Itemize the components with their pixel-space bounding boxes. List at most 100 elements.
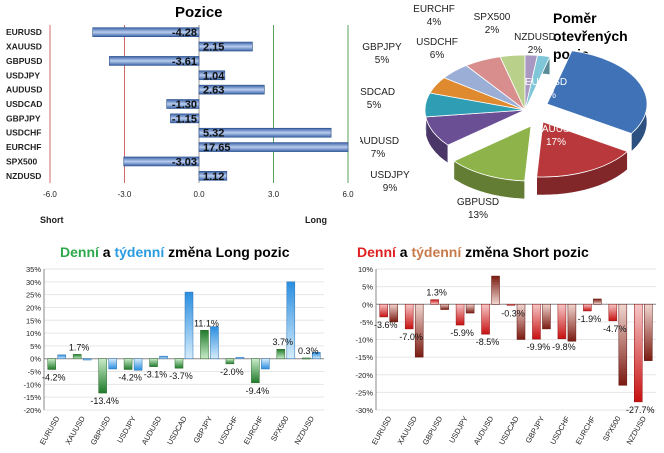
x-tick-label-gbpusd: GBPUSD [421, 414, 445, 446]
pie-label-spx500: SPX500 2% [474, 12, 511, 36]
x-tick-label-usdcad: USDCAD [497, 414, 521, 446]
x-tick-label-xauusd: XAUUSD [395, 414, 419, 446]
category-label-xauusd: XAUUSD [6, 42, 42, 52]
bar-gbpusd [109, 56, 200, 66]
pie-label-nzdusd: NZDUSD 2% [514, 32, 556, 56]
x-tick-label: 6.0 [342, 190, 354, 199]
pie-label-name: USDJPY [370, 170, 410, 181]
bar-weekly-usdcad [516, 304, 526, 340]
y-tick-label: -15% [23, 393, 41, 402]
x-tick-label-spx500: SPX500 [269, 415, 291, 443]
data-label-nzdusd: -27.7% [626, 405, 655, 415]
bar-daily-spx500 [276, 348, 286, 359]
x-tick-label-usdchf: USDCHF [216, 414, 240, 446]
short-title-daily: Denní [357, 244, 396, 260]
value-label-eurchf: 17.65 [203, 142, 231, 154]
long-title-daily: Denní [60, 244, 99, 260]
bar-audusd [198, 84, 265, 95]
x-tick-label-gbpjpy: GBPJPY [192, 415, 215, 445]
y-tick-label: 5% [362, 283, 373, 292]
pie-label-value: 2% [528, 45, 543, 56]
bar-daily-usdjpy [455, 304, 465, 326]
pie-label-name: SPX500 [474, 12, 511, 23]
data-label-spx500: -4.7% [603, 324, 627, 334]
bar-daily-nzdusd [634, 304, 643, 403]
y-tick-label: 10% [358, 265, 373, 274]
bar-weekly-audusd [491, 275, 500, 305]
bar-daily-usdchf [225, 358, 235, 365]
bar-weekly-eurchf [261, 358, 270, 370]
data-label-xauusd: -7.0% [399, 332, 423, 342]
bar-daily-usdcad [506, 304, 516, 306]
pie-slice-nzdusd [524, 54, 551, 111]
data-label-usdchf: -9.8% [552, 342, 576, 352]
bar-weekly-usdchf [235, 357, 245, 359]
data-label-usdcad: -0.3% [501, 308, 525, 318]
y-tick-label: -20% [355, 371, 373, 380]
value-label-xauusd: 2.15 [203, 42, 224, 54]
category-label-usdcad: USDCAD [6, 99, 42, 109]
x-tick-label-usdcad: USDCAD [165, 414, 189, 446]
x-tick-label-audusd: AUDUSD [472, 414, 496, 446]
value-label-gbpusd: -3.61 [172, 56, 197, 68]
y-tick-label: -20% [23, 406, 41, 415]
pie-label-usdchf: USDCHF 6% [416, 37, 458, 61]
data-label-gbpjpy: 11.1% [194, 318, 219, 328]
y-tick-label: 0% [30, 355, 41, 364]
bar-weekly-xauusd [82, 358, 92, 361]
data-label-usdjpy: -4.2% [118, 372, 142, 382]
short-change-title: Denní a týdenní změna Short pozic [357, 244, 589, 260]
pie-label-value: 30% [536, 90, 556, 101]
category-label-eurchf: EURCHF [6, 142, 41, 152]
pie-label-value: 7% [371, 149, 386, 160]
y-tick-label: 10% [26, 329, 41, 338]
data-label-eurchf: -1.9% [578, 314, 602, 324]
bar-daily-xauusd [72, 354, 82, 359]
pie-label-audusd: AUDUSD 7% [360, 136, 399, 160]
long-title-and: a [98, 244, 115, 260]
y-tick-label: -10% [23, 380, 41, 389]
short-title-weekly: týdenní [411, 244, 462, 260]
bar-weekly-gbpjpy [542, 304, 551, 330]
pie-label-value: 2% [485, 25, 500, 36]
positions-chart: EURUSD -4.28 XAUUSD 2.15 GBPUSD -3.61 USDJPY 1.… [6, 25, 354, 225]
y-tick-label: -10% [355, 336, 373, 345]
data-label-spx500: 3.7% [273, 337, 294, 347]
y-tick-label: 30% [26, 278, 41, 287]
bar-daily-gbpjpy [200, 330, 209, 359]
pie-slice-gbpusd [453, 125, 532, 182]
bar-weekly-gbpusd [108, 358, 117, 370]
y-tick-label: 35% [26, 265, 41, 274]
bar-daily-eurchf [251, 358, 260, 384]
x-tick-label-gbpusd: GBPUSD [89, 414, 113, 446]
bar-daily-nzdusd [302, 357, 311, 360]
pie-label-eurusd: EURUSD 30% [525, 77, 567, 101]
bar-eurusd [92, 27, 200, 37]
bar-daily-eurusd [379, 304, 388, 318]
x-tick-label-audusd: AUDUSD [140, 414, 164, 446]
bar-eurchf [198, 142, 349, 152]
value-label-eurusd: -4.28 [172, 27, 197, 39]
bar-weekly-audusd [159, 355, 168, 359]
bar-daily-spx500 [608, 304, 618, 322]
pie-slice-eurusd [546, 50, 648, 134]
pie-label-name: EURCHF [413, 4, 455, 15]
bar-xauusd [198, 41, 253, 52]
pie-label-usdcad: USDCAD 5% [360, 87, 395, 111]
data-label-gbpjpy: -9.9% [527, 342, 551, 352]
x-tick-label-eurusd: EURUSD [38, 414, 62, 446]
x-tick-label: 3.0 [268, 190, 280, 199]
bar-gbpjpy [170, 113, 200, 124]
pie-label-gbpusd: GBPUSD 13% [457, 197, 499, 221]
bar-weekly-usdjpy [465, 304, 475, 314]
pie-label-name: GBPUSD [457, 197, 499, 208]
y-tick-label: -15% [355, 353, 373, 362]
y-tick-label: -5% [28, 368, 42, 377]
y-tick-label: -25% [355, 388, 373, 397]
x-axis-label-long: Long [305, 215, 327, 225]
value-label-audusd: 2.63 [203, 85, 224, 97]
bar-daily-usdjpy [123, 358, 133, 370]
y-tick-label: 15% [26, 316, 41, 325]
bar-weekly-usdjpy [133, 358, 143, 371]
bar-weekly-nzdusd [312, 352, 321, 359]
